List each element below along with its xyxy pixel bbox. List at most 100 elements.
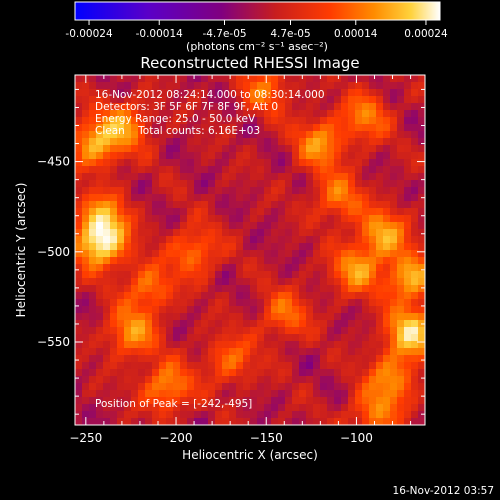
- heatmap-cell: [124, 124, 132, 132]
- heatmap-cell: [96, 96, 104, 104]
- heatmap-cell: [383, 334, 391, 342]
- heatmap-cell: [180, 299, 188, 307]
- heatmap-cell: [313, 96, 321, 104]
- heatmap-cell: [187, 404, 195, 412]
- heatmap-cell: [131, 159, 139, 167]
- heatmap-cell: [404, 173, 412, 181]
- heatmap-cell: [187, 229, 195, 237]
- heatmap-cell: [257, 320, 265, 328]
- heatmap-cell: [285, 264, 293, 272]
- heatmap-cell: [292, 397, 300, 405]
- heatmap-cell: [341, 306, 349, 314]
- heatmap-cell: [334, 369, 342, 377]
- heatmap-cell: [299, 292, 307, 300]
- heatmap-cell: [215, 110, 223, 118]
- heatmap-cell: [397, 271, 405, 279]
- heatmap-cell: [124, 152, 132, 160]
- heatmap-cell: [96, 390, 104, 398]
- heatmap-cell: [215, 285, 223, 293]
- heatmap-cell: [376, 229, 384, 237]
- heatmap-cell: [152, 418, 160, 426]
- heatmap-cell: [96, 152, 104, 160]
- heatmap-cell: [229, 348, 237, 356]
- heatmap-cell: [285, 166, 293, 174]
- heatmap-cell: [271, 369, 279, 377]
- heatmap-cell: [138, 180, 146, 188]
- heatmap-cell: [75, 159, 83, 167]
- heatmap-cell: [278, 411, 286, 419]
- heatmap-cell: [138, 243, 146, 251]
- heatmap-cell: [131, 208, 139, 216]
- heatmap-cell: [299, 362, 307, 370]
- heatmap-cell: [82, 243, 90, 251]
- heatmap-cell: [418, 82, 426, 90]
- heatmap-cell: [131, 334, 139, 342]
- heatmap-cell: [271, 383, 279, 391]
- heatmap-cell: [243, 418, 251, 426]
- heatmap-cell: [327, 411, 335, 419]
- heatmap-cell: [187, 131, 195, 139]
- heatmap-cell: [278, 110, 286, 118]
- heatmap-cell: [75, 334, 83, 342]
- heatmap-cell: [390, 75, 398, 83]
- heatmap-cell: [250, 264, 258, 272]
- heatmap-cell: [320, 229, 328, 237]
- heatmap-cell: [159, 89, 167, 97]
- heatmap-cell: [292, 152, 300, 160]
- heatmap-cell: [306, 152, 314, 160]
- heatmap-cell: [334, 131, 342, 139]
- heatmap-cell: [229, 138, 237, 146]
- heatmap-cell: [110, 75, 118, 83]
- heatmap-cell: [397, 411, 405, 419]
- heatmap-cell: [355, 271, 363, 279]
- heatmap-cell: [208, 271, 216, 279]
- heatmap-cell: [369, 320, 377, 328]
- heatmap-cell: [96, 250, 104, 258]
- heatmap-cell: [236, 327, 244, 335]
- heatmap-cell: [236, 278, 244, 286]
- heatmap-cell: [292, 348, 300, 356]
- heatmap-cell: [397, 334, 405, 342]
- x-tick-label: −150: [250, 431, 283, 445]
- heatmap-cell: [145, 96, 153, 104]
- heatmap-cell: [131, 299, 139, 307]
- heatmap-cell: [285, 215, 293, 223]
- heatmap-cell: [131, 320, 139, 328]
- heatmap-cell: [208, 152, 216, 160]
- heatmap-cell: [257, 110, 265, 118]
- heatmap-cell: [103, 397, 111, 405]
- heatmap-cell: [180, 306, 188, 314]
- heatmap-cell: [278, 264, 286, 272]
- heatmap-cell: [299, 180, 307, 188]
- heatmap-cell: [145, 82, 153, 90]
- heatmap-cell: [271, 138, 279, 146]
- heatmap-cell: [334, 383, 342, 391]
- info-detectors: Detectors: 3F 5F 6F 7F 8F 9F, Att 0: [95, 101, 278, 113]
- heatmap-cell: [201, 208, 209, 216]
- heatmap-cell: [285, 201, 293, 209]
- heatmap-cell: [278, 348, 286, 356]
- heatmap-cell: [390, 306, 398, 314]
- heatmap-cell: [173, 320, 181, 328]
- heatmap-cell: [327, 362, 335, 370]
- heatmap-cell: [390, 390, 398, 398]
- heatmap-cell: [103, 250, 111, 258]
- heatmap-cell: [75, 306, 83, 314]
- heatmap-cell: [173, 96, 181, 104]
- heatmap-cell: [383, 355, 391, 363]
- heatmap-cell: [180, 180, 188, 188]
- heatmap-cell: [215, 390, 223, 398]
- heatmap-cell: [89, 313, 97, 321]
- heatmap-cell: [110, 229, 118, 237]
- heatmap-cell: [369, 145, 377, 153]
- heatmap-cell: [152, 355, 160, 363]
- heatmap-cell: [362, 180, 370, 188]
- heatmap-cell: [257, 145, 265, 153]
- heatmap-cell: [355, 250, 363, 258]
- heatmap-cell: [313, 166, 321, 174]
- heatmap-cell: [180, 320, 188, 328]
- heatmap-cell: [320, 334, 328, 342]
- heatmap-cell: [103, 376, 111, 384]
- heatmap-cell: [348, 208, 356, 216]
- heatmap-cell: [264, 215, 272, 223]
